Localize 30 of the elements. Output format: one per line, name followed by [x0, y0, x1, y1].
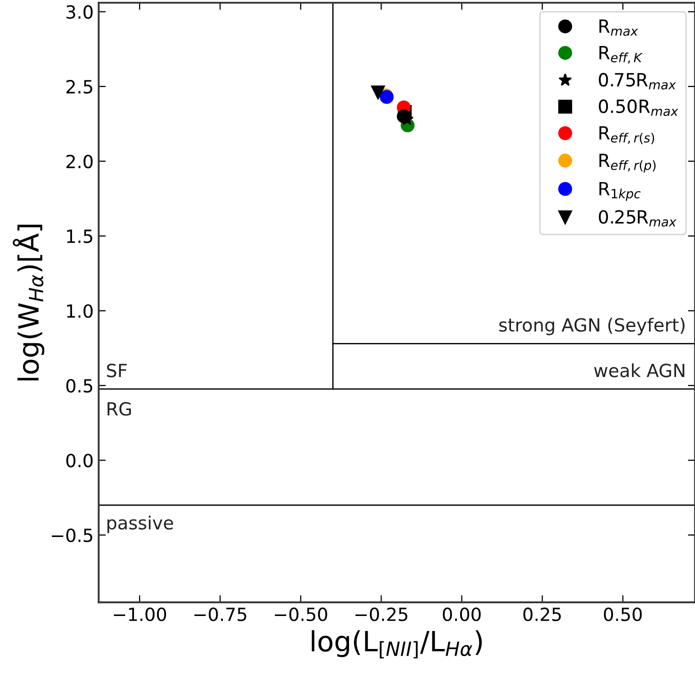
legend-label: 0.50R$_{max}$	[598, 99, 678, 116]
legend-label: R$_{eff,r(s)}$	[599, 126, 654, 144]
y-tick-label: 3.0	[66, 5, 93, 19]
y-tick-label: 0.5	[66, 378, 92, 393]
annotation: strong AGN (Seyfert)	[499, 318, 685, 336]
x-axis-title: log(L$_{[NII]}$/L$_{Hα}$)	[312, 630, 482, 658]
legend-label: R$_{max}$	[599, 20, 638, 36]
legend-label: 0.75R$_{max}$	[598, 72, 676, 90]
x-tick-label: −0.25	[355, 607, 408, 622]
y-tick-label: 2.0	[66, 154, 93, 168]
x-tick-label: −0.75	[194, 607, 246, 622]
y-tick-label: 0.0	[66, 454, 93, 468]
annotation: SF	[107, 364, 127, 378]
x-tick-label: 0.25	[523, 607, 561, 622]
x-tick-label: −1.00	[114, 607, 166, 622]
legend-label: R$_{eff,K}$	[599, 46, 643, 64]
y-tick-label: 1.0	[67, 304, 93, 318]
x-tick-label: 0.00	[442, 607, 481, 622]
legend-label: R$_{eff,r(p)}$	[599, 154, 656, 172]
y-tick-label: 1.5	[67, 230, 92, 244]
annotation: RG	[108, 402, 131, 416]
annotation: passive	[107, 516, 174, 534]
y-tick-label: −0.5	[52, 528, 92, 542]
x-tick-label: 0.50	[604, 607, 642, 622]
y-axis-title: log(W$_{Hα}$)[Å]	[12, 224, 44, 380]
legend-label: R$_{1kpc}$	[599, 182, 641, 201]
x-tick-label: −0.50	[274, 607, 328, 622]
y-tick-label: 2.5	[66, 80, 92, 94]
legend-label: 0.25R$_{max}$	[598, 210, 676, 227]
annotation: weak AGN	[594, 363, 684, 378]
